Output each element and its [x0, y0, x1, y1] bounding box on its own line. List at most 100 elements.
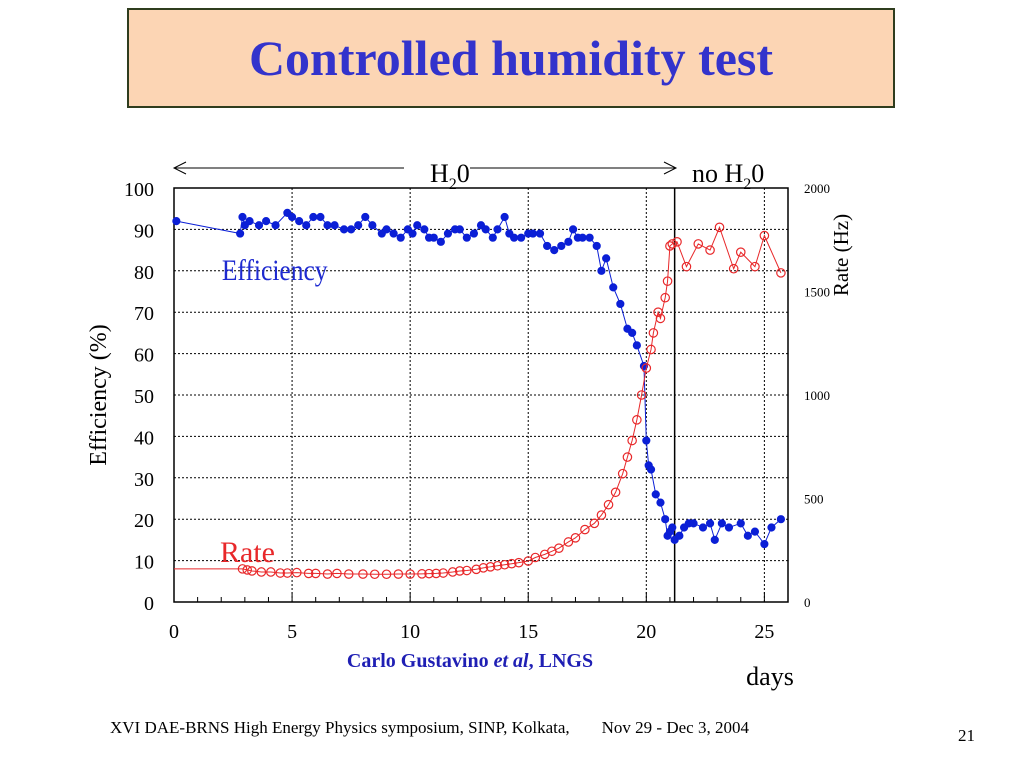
efficiency-point [429, 233, 438, 242]
efficiency-point [724, 523, 734, 532]
rate-point [282, 568, 293, 578]
rate-point [369, 569, 380, 580]
efficiency-point [550, 246, 559, 255]
efficiency-point [736, 519, 745, 528]
efficiency-point [597, 266, 606, 275]
rate-point [705, 245, 715, 255]
efficiency-point [488, 233, 497, 242]
rate-point [405, 569, 415, 579]
y-left-tick-label: 60 [134, 345, 154, 367]
efficiency-point [271, 221, 280, 230]
series-label-efficiency: Efficiency [222, 254, 328, 287]
efficiency-point [698, 523, 708, 532]
credit-etal: et al [493, 650, 529, 672]
y-right-tick-label: 1000 [804, 388, 830, 403]
rate-point [735, 247, 746, 257]
efficiency-point [564, 237, 573, 246]
y-left-tick-label: 50 [134, 386, 154, 408]
rate-point [471, 564, 482, 575]
y-left-tick-label: 0 [144, 593, 154, 615]
rate-point [303, 568, 314, 579]
efficiency-point [493, 225, 502, 234]
efficiency-point [750, 527, 760, 536]
efficiency-point [245, 217, 254, 226]
rate-point [332, 568, 342, 579]
y-left-tick-label: 40 [134, 427, 154, 449]
rate-point [653, 307, 663, 317]
efficiency-point [413, 221, 422, 230]
series-label-rate: Rate [220, 536, 275, 569]
x-tick-label: 25 [754, 621, 774, 643]
y-right-tick-label: 500 [804, 492, 824, 507]
rate-point [454, 566, 465, 576]
x-tick-label: 5 [287, 621, 297, 643]
slide-title: Controlled humidity test [248, 30, 774, 86]
rate-point [506, 558, 517, 569]
rate-series-line [242, 225, 782, 575]
efficiency-point [382, 225, 391, 234]
rate-point [750, 261, 760, 272]
rate-point [776, 268, 786, 278]
efficiency-point [656, 498, 665, 507]
efficiency-point [481, 225, 490, 234]
rate-point [641, 363, 652, 373]
efficiency-point [361, 212, 370, 222]
y-axis-left-label: Efficiency (%) [86, 324, 112, 465]
efficiency-point [420, 225, 429, 234]
x-axis-label: days [746, 662, 794, 691]
efficiency-point [705, 519, 715, 528]
efficiency-point [710, 535, 719, 545]
efficiency-point [262, 217, 271, 226]
efficiency-point [302, 221, 311, 230]
rate-point [610, 487, 621, 498]
rate-point [291, 567, 302, 578]
rate-point [662, 276, 673, 286]
rate-point [447, 567, 458, 577]
y-left-tick-label: 80 [134, 262, 154, 284]
rate-point [462, 565, 472, 576]
efficiency-point [602, 254, 611, 263]
rate-point [499, 559, 510, 570]
rate-point [358, 569, 368, 579]
efficiency-point [172, 217, 181, 226]
rate-point [714, 222, 725, 233]
rate-point [728, 263, 739, 274]
rate-point [648, 328, 659, 338]
rate-point [693, 239, 704, 249]
rate-point [256, 567, 267, 577]
rate-point [627, 435, 637, 446]
footer-dates: Nov 29 - Dec 3, 2004 [601, 718, 749, 737]
rate-point [580, 524, 590, 535]
rate-point [275, 568, 286, 578]
rate-point [617, 468, 628, 479]
rate-point [381, 569, 392, 580]
rate-point [667, 239, 678, 249]
credit-separator: , [528, 650, 539, 672]
rate-point [431, 568, 441, 579]
efficiency-point [628, 328, 637, 337]
rate-point [596, 510, 607, 520]
rate-point [485, 562, 496, 572]
efficiency-point [408, 229, 417, 238]
efficiency-point [535, 229, 545, 238]
efficiency-point [323, 221, 332, 230]
rate-point [563, 537, 574, 547]
rate-point [247, 566, 257, 576]
efficiency-point [632, 341, 641, 350]
efficiency-point [455, 225, 464, 234]
rate-point [417, 569, 427, 579]
x-tick-label: 15 [518, 621, 538, 643]
x-tick-label: 0 [169, 621, 179, 643]
efficiency-point [675, 531, 684, 540]
efficiency-point [528, 229, 538, 238]
y-right-tick-label: 2000 [804, 181, 830, 196]
efficiency-point [651, 490, 660, 499]
rate-point [632, 415, 642, 425]
annotations: H20 no H20 Efficiency Rate [172, 159, 764, 602]
efficiency-point [368, 221, 377, 230]
rate-point [424, 568, 434, 579]
efficiency-point [743, 531, 752, 540]
efficiency-point [316, 212, 325, 222]
footer-conference: XVI DAE-BRNS High Energy Physics symposi… [110, 718, 570, 737]
